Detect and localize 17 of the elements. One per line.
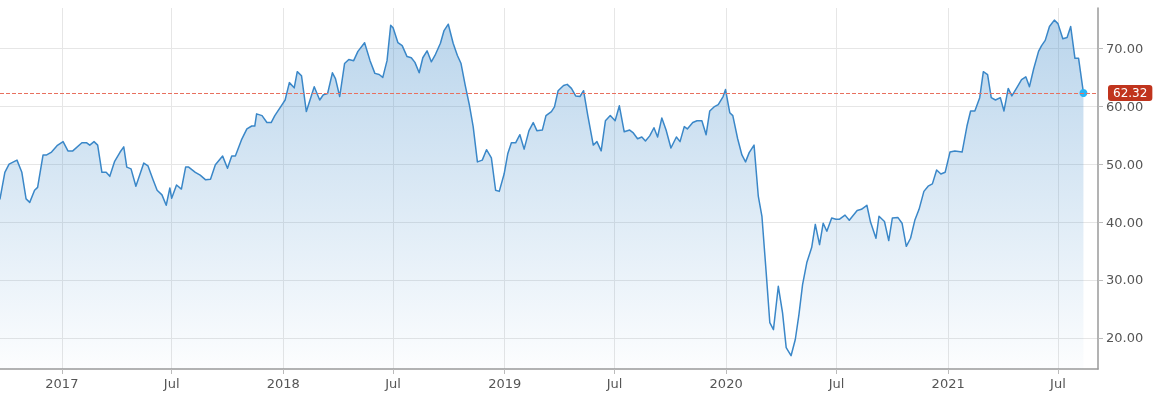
y-tick-label: 60.00 bbox=[1106, 98, 1144, 114]
x-tick-label: Jul bbox=[827, 376, 845, 391]
y-tick-label: 30.00 bbox=[1106, 272, 1144, 288]
y-tick-label: 20.00 bbox=[1106, 330, 1144, 346]
x-tick-label: Jul bbox=[605, 376, 623, 391]
ref-line-label: 62.32 bbox=[1113, 85, 1148, 100]
y-tick-label: 70.00 bbox=[1106, 41, 1144, 56]
y-tick-label: 50.00 bbox=[1106, 156, 1144, 172]
x-tick-label: Jul bbox=[384, 376, 401, 391]
x-tick-label: 2019 bbox=[488, 376, 522, 391]
x-tick-label: Jul bbox=[162, 376, 180, 391]
x-tick-label: 2020 bbox=[709, 376, 743, 391]
x-tick-label: 2018 bbox=[266, 376, 300, 391]
y-tick-label: 40.00 bbox=[1106, 214, 1144, 230]
x-tick-label: 2021 bbox=[931, 376, 965, 391]
x-tick-label: Jul bbox=[1049, 376, 1066, 391]
x-tick-label: 2017 bbox=[45, 376, 79, 391]
